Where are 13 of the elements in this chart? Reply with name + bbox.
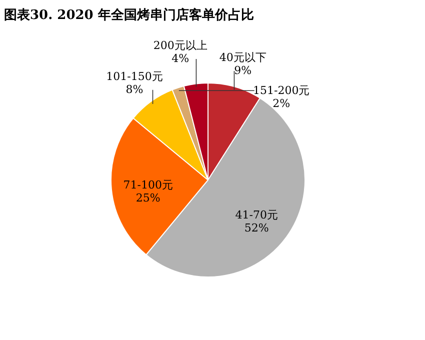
- data-label: 52%: [244, 221, 269, 234]
- data-label: 2%: [272, 97, 290, 110]
- slice-label: 101-150元: [106, 70, 163, 83]
- data-label: 8%: [126, 82, 144, 96]
- slice-label: 71-100元: [123, 178, 173, 192]
- chart-title: 图表30. 2020 年全国烤串门店客单价占比: [4, 7, 254, 23]
- data-label: 25%: [136, 192, 160, 205]
- slice-label: 41-70元: [235, 208, 278, 222]
- slice-label: 40元以下: [219, 50, 266, 64]
- data-label: 4%: [172, 52, 190, 65]
- data-label: 9%: [234, 64, 252, 77]
- slice-label: 200元以上: [153, 38, 208, 52]
- slice-label: 151-200元: [253, 84, 310, 98]
